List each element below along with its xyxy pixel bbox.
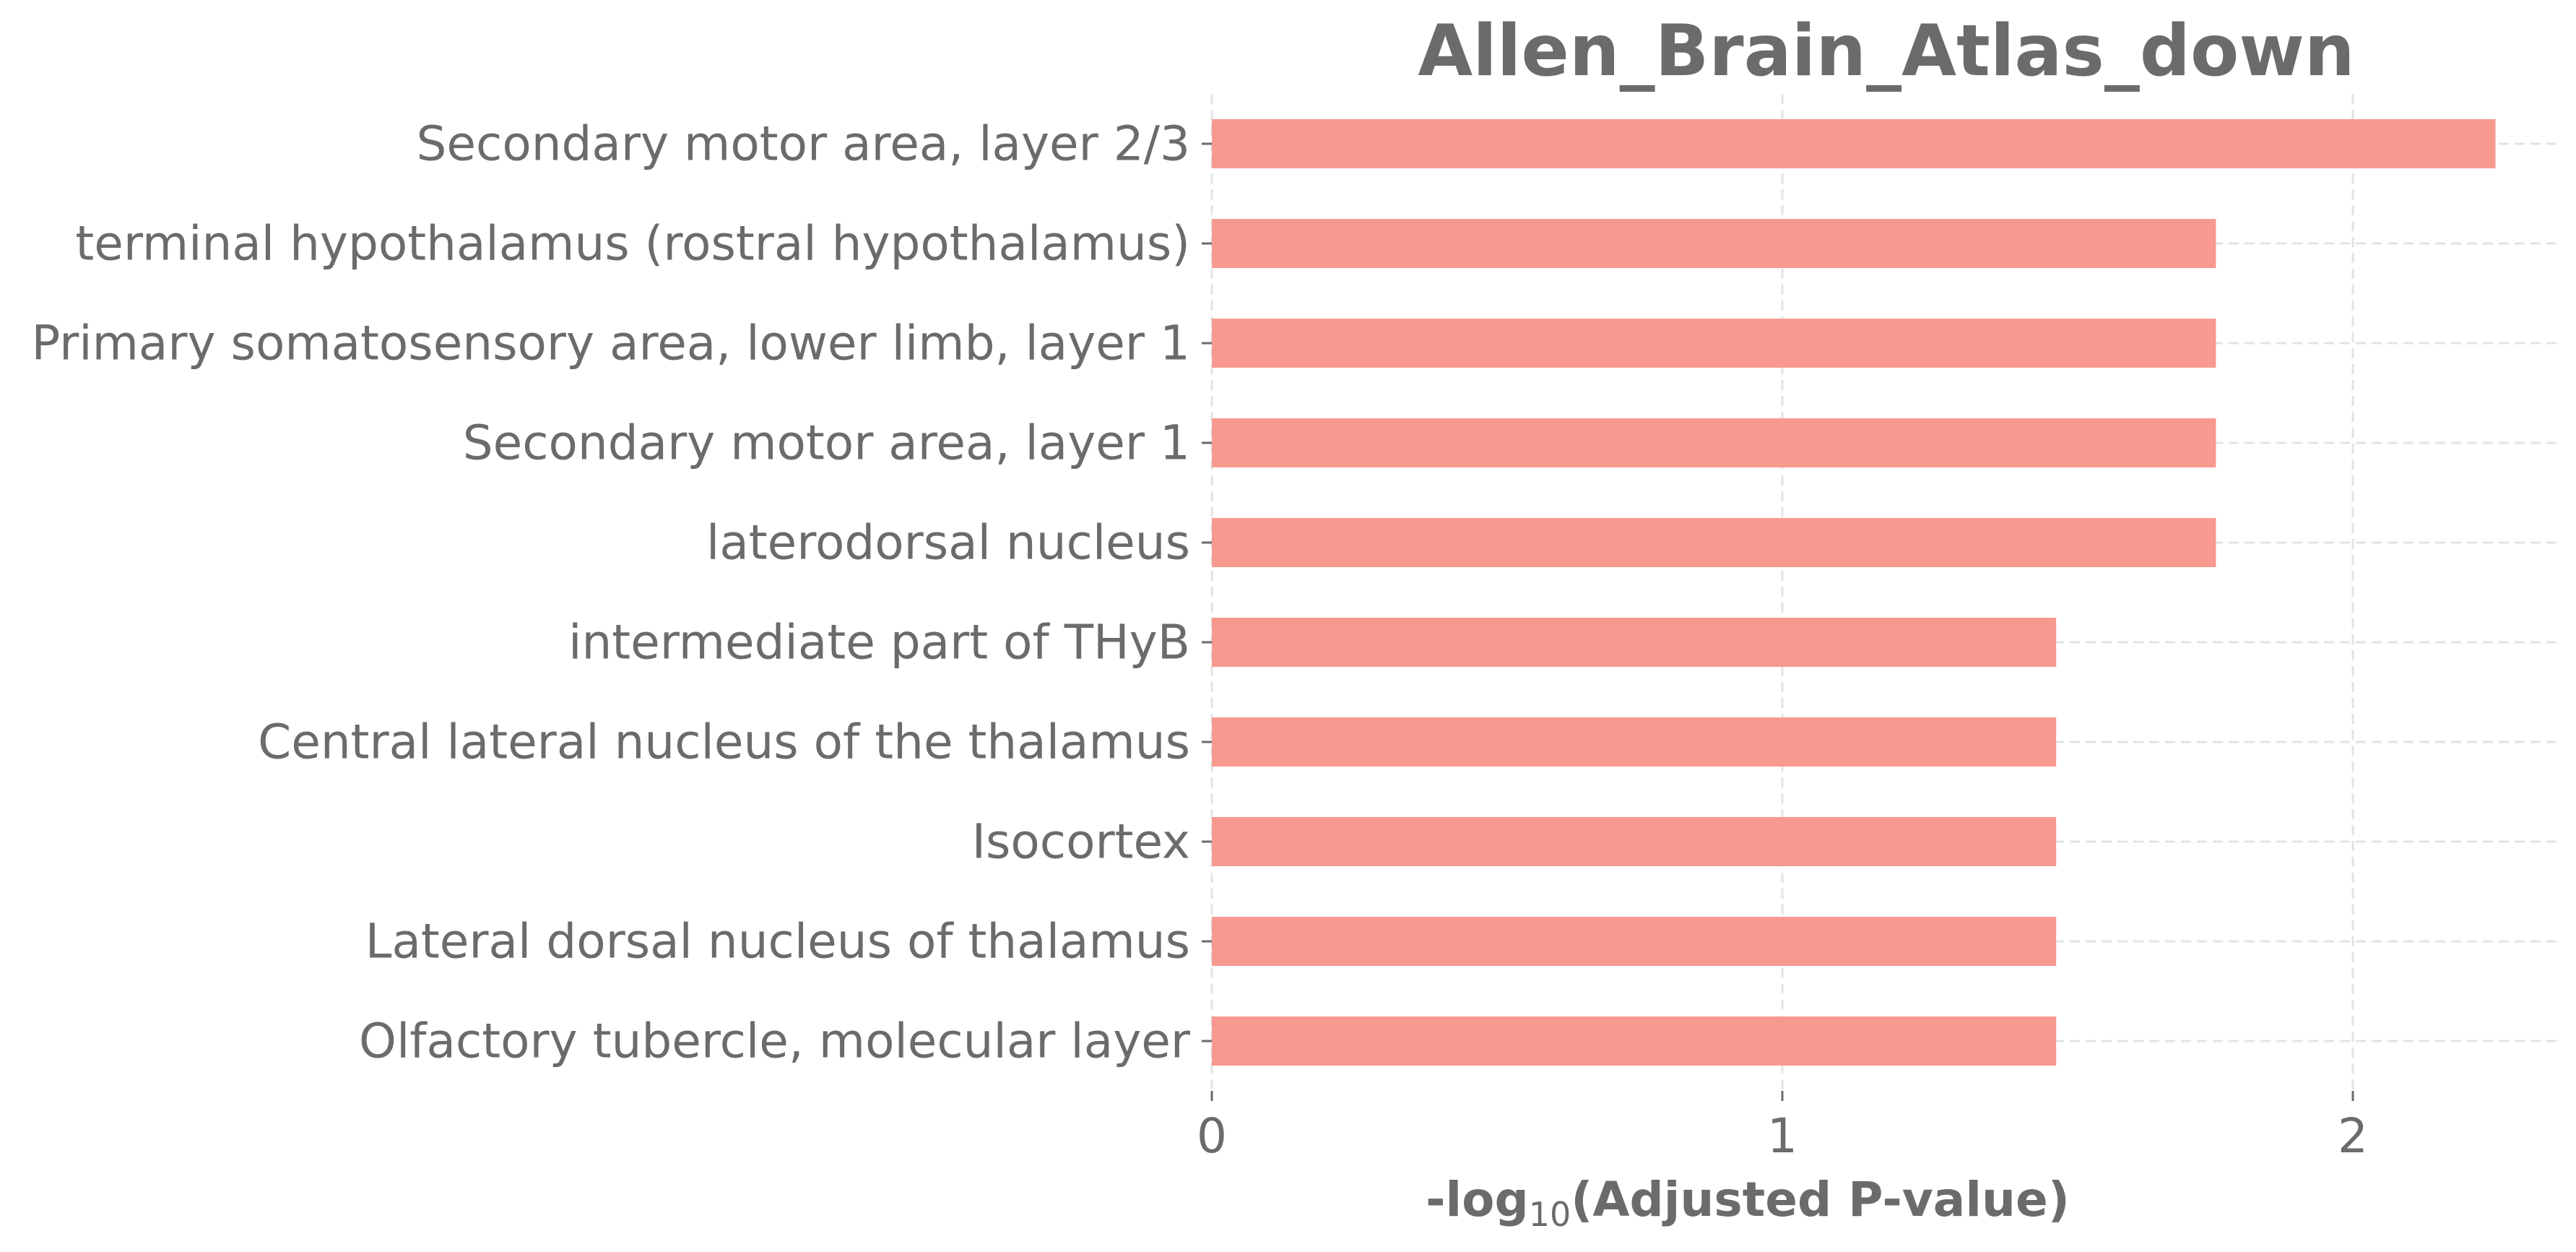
y-tick-label: Primary somatosensory area, lower limb, …: [32, 316, 1190, 371]
x-axis: 0 1 2: [1197, 1091, 2368, 1164]
y-tick-label: Isocortex: [972, 814, 1190, 870]
bar: [1212, 917, 2057, 966]
bar: [1212, 618, 2057, 667]
y-axis: Secondary motor area, layer 2/3 terminal …: [32, 116, 1212, 1069]
y-tick-label: Secondary motor area, layer 1: [463, 415, 1190, 471]
x-tick-label: 2: [2338, 1108, 2368, 1164]
bar: [1212, 119, 2496, 168]
bar: [1212, 1016, 2057, 1066]
bar: [1212, 319, 2216, 368]
y-tick-label: Olfactory tubercle, molecular layer: [359, 1014, 1191, 1069]
y-tick-label: laterodorsal nucleus: [706, 515, 1190, 571]
bar: [1212, 219, 2216, 268]
y-tick-label: intermediate part of THyB: [568, 615, 1190, 670]
x-axis-label: -log10(Adjusted P-value): [1426, 1172, 2070, 1234]
chart-title: Allen_Brain_Atlas_down: [1418, 10, 2354, 92]
x-axis-label-suffix: (Adjusted P-value): [1571, 1172, 2070, 1227]
y-tick-label: Lateral dorsal nucleus of thalamus: [365, 914, 1190, 970]
x-tick-label: 1: [1767, 1108, 1797, 1164]
bar: [1212, 717, 2057, 767]
x-axis-label-subscript: 10: [1529, 1195, 1571, 1234]
bar: [1212, 817, 2057, 866]
x-axis-label-prefix: -log: [1426, 1172, 1529, 1227]
bar: [1212, 418, 2216, 467]
bar: [1212, 518, 2216, 567]
y-tick-label: terminal hypothalamus (rostral hypothala…: [75, 216, 1190, 272]
y-tick-label: Secondary motor area, layer 2/3: [417, 116, 1190, 172]
x-tick-label: 0: [1197, 1108, 1227, 1164]
bars: [1212, 119, 2496, 1066]
y-tick-label: Central lateral nucleus of the thalamus: [258, 714, 1190, 770]
